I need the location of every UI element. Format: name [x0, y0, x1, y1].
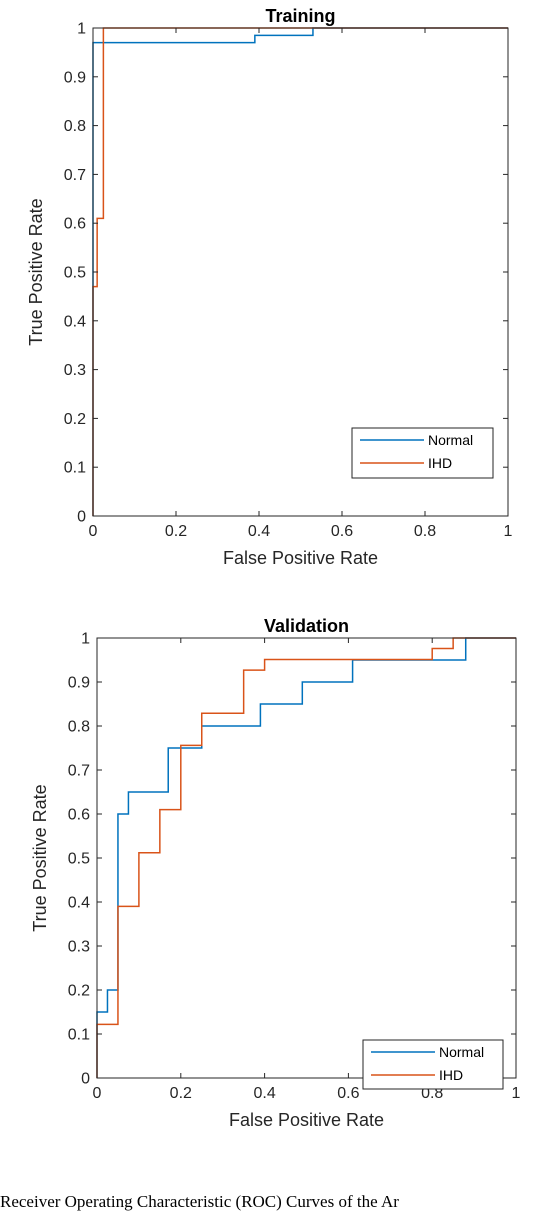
y-tick-label: 0.9	[68, 675, 90, 692]
y-tick-label: 0.7	[68, 763, 90, 780]
x-axis-label: False Positive Rate	[229, 1110, 384, 1130]
y-tick-label: 0.1	[68, 1027, 90, 1044]
legend-label-ihd: IHD	[428, 455, 452, 471]
validation-roc-chart: 0 0.2 0.4 0.6 0.8 100.10.20.30.40.50.60.70.80…	[30, 616, 521, 1130]
x-tick-label: 0.6	[337, 1085, 359, 1102]
y-tick-label: 0.4	[68, 895, 90, 912]
y-tick-label: 0.3	[68, 939, 90, 956]
y-tick-label: 0.1	[64, 460, 86, 477]
x-tick-label: 0.6	[331, 523, 353, 540]
chart-title: Validation	[264, 616, 349, 636]
y-tick-label: 0.9	[64, 69, 86, 86]
y-axis-label: True Positive Rate	[26, 198, 46, 345]
legend-label-normal: Normal	[439, 1044, 484, 1060]
x-tick-label: 0	[89, 523, 98, 540]
legend-label-normal: Normal	[428, 432, 473, 448]
y-tick-label: 0.4	[64, 313, 86, 330]
x-axis-label: False Positive Rate	[223, 548, 378, 568]
legend-box	[351, 427, 494, 479]
y-tick-label: 0.8	[68, 719, 90, 736]
y-tick-label: 0.5	[68, 851, 90, 868]
legend-label-ihd: IHD	[439, 1067, 463, 1083]
x-tick-label: 0.4	[248, 523, 270, 540]
y-axis-label: True Positive Rate	[30, 784, 50, 931]
y-tick-label: 0.6	[64, 216, 86, 233]
y-tick-label: 0.6	[68, 807, 90, 824]
y-tick-label: 1	[77, 21, 86, 38]
x-tick-label: 0.8	[414, 523, 436, 540]
x-tick-label: 1	[504, 523, 513, 540]
x-tick-label: 0	[93, 1085, 102, 1102]
y-tick-label: 1	[81, 631, 90, 648]
x-tick-label: 1	[512, 1085, 521, 1102]
figure-caption: Receiver Operating Characteristic (ROC) …	[0, 1192, 399, 1211]
y-tick-label: 0.2	[68, 983, 90, 1000]
y-tick-label: 0.8	[64, 118, 86, 135]
plot-area	[97, 638, 516, 1078]
x-tick-label: 0.2	[170, 1085, 192, 1102]
series-line-normal	[96, 637, 516, 1078]
y-tick-label: 0.3	[64, 362, 86, 379]
y-tick-label: 0.7	[64, 167, 86, 184]
x-tick-label: 0.2	[165, 523, 187, 540]
y-tick-label: 0.5	[64, 265, 86, 282]
chart-title: Training	[265, 6, 335, 26]
training-roc-chart: 0 0.2 0.4 0.6 0.8 1 0 0.1 0.2 0.3 0.4 0.5 0.6 0.7 0.8 0…	[26, 6, 513, 568]
y-tick-label: 0	[77, 509, 86, 526]
x-tick-label: 0.4	[253, 1085, 275, 1102]
legend-box	[362, 1039, 504, 1090]
y-tick-label: 0.2	[64, 411, 86, 428]
series-line-ihd	[96, 637, 516, 1078]
y-tick-label: 0	[81, 1071, 90, 1088]
